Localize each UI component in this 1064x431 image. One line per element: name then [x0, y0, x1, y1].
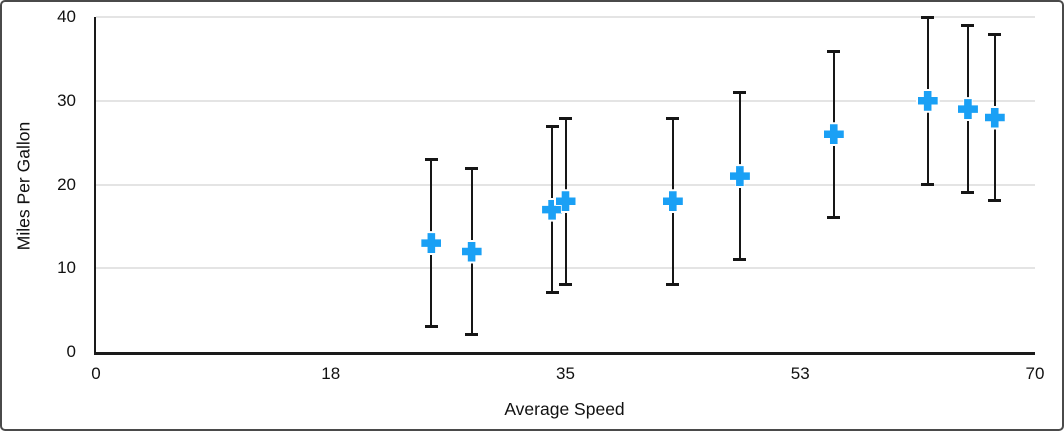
data-point-marker[interactable] [662, 191, 683, 212]
error-bar-cap-bottom [424, 324, 438, 328]
error-bar-cap-bottom [921, 182, 935, 186]
y-tick-label-20: 20 [57, 174, 76, 194]
error-bar-cap-bottom [827, 216, 841, 219]
data-point-marker[interactable] [461, 241, 482, 262]
gridline-y-40 [96, 16, 1035, 18]
error-bar-cap-bottom [559, 283, 572, 286]
data-point-marker[interactable] [823, 124, 844, 145]
x-tick-label-70: 70 [1025, 364, 1045, 383]
y-tick-label-30: 30 [57, 90, 76, 110]
error-bar-cap-top [988, 32, 1002, 36]
error-bar-cap-top [733, 91, 747, 95]
y-tick-label-40: 40 [57, 7, 76, 26]
error-bar-cap-bottom [465, 333, 479, 337]
data-point-marker[interactable] [957, 99, 978, 120]
error-bar-cap-bottom [733, 257, 747, 261]
error-bar-cap-bottom [666, 283, 680, 286]
error-bar-cap-top [666, 116, 680, 120]
error-bar-cap-top [961, 24, 975, 28]
error-bar-cap-bottom [988, 199, 1002, 203]
error-bar-cap-top [559, 116, 572, 120]
x-tick-label-18: 18 [321, 364, 341, 383]
error-bar-cap-bottom [961, 190, 975, 194]
x-tick-label-35: 35 [556, 364, 575, 383]
y-tick-label-0: 0 [66, 342, 76, 361]
error-bar-cap-top [545, 124, 559, 128]
data-point-marker[interactable] [984, 107, 1005, 128]
error-bar-cap-bottom [545, 291, 559, 295]
data-point-marker[interactable] [917, 90, 938, 111]
data-point-marker[interactable] [421, 233, 442, 254]
x-tick-label-0: 0 [91, 364, 101, 383]
y-tick-label-10: 10 [57, 258, 76, 278]
gridline-y-30 [96, 99, 1035, 102]
x-axis-title: Average Speed [504, 399, 625, 419]
error-bar-cap-top [921, 16, 935, 19]
error-bar-cap-top [827, 49, 841, 53]
error-bar-cap-top [424, 158, 438, 162]
x-tick-label-53: 53 [790, 364, 810, 383]
plot-area [94, 16, 1035, 355]
error-bar-cap-top [465, 166, 479, 170]
